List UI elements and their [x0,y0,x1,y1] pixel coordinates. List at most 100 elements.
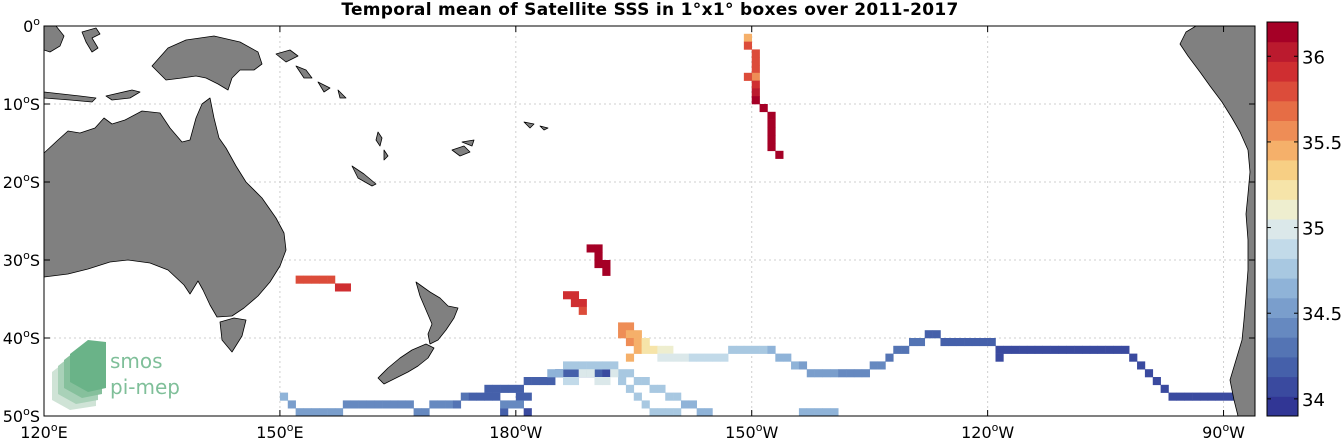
sss-cell [287,400,296,409]
sss-cell [618,377,627,386]
sss-cell [704,353,713,362]
sss-cell [720,353,729,362]
colorbar-swatch [1267,120,1298,141]
sss-cell [736,345,745,354]
colorbar-swatch [1267,356,1298,378]
sss-cell [327,408,336,416]
sss-cell [688,400,697,409]
sss-cell [665,408,674,416]
x-tick-label: 180oW [489,421,542,438]
sss-cell [775,150,784,159]
sss-cell [822,408,831,416]
sss-cell [1176,392,1185,401]
sss-cell [633,345,642,354]
tasmania-landmass [219,317,247,353]
y-tick-label: 10oS [3,93,40,114]
sss-cell [625,330,635,339]
colorbar-swatch [1267,238,1298,259]
sss-cell [979,338,988,347]
sss-cell [476,392,485,401]
sss-cell [625,353,635,362]
sss-cell [500,384,509,393]
sss-cell [680,400,690,409]
y-tick-label: 20oS [3,171,40,192]
y-tick-label: 0o [23,15,40,36]
sss-cell [1082,345,1091,354]
sss-cell [759,104,768,113]
sss-cell [319,408,328,416]
sss-cell [759,345,768,354]
sss-cell [704,408,713,416]
australia-landmass [44,97,287,318]
colorbar-swatch [1267,219,1298,240]
sss-cell [1121,345,1130,354]
colorbar-tick-label: 34 [1302,390,1325,411]
sss-cell [751,88,760,97]
sss-cell [523,392,532,401]
sss-cell [696,408,705,416]
smos-pi-mep-logo: smos pi-mep [52,340,180,410]
colorbar-swatch [1267,278,1298,299]
sss-cell [633,377,642,386]
colorbar-swatch [1267,22,1298,43]
sss-cell [570,299,580,308]
sss-cell [657,384,666,393]
sss-cell [751,345,760,354]
sss-cell [531,377,540,386]
sss-cell [563,369,572,378]
sss-cell [1137,361,1146,370]
sss-cell [303,408,312,416]
sss-cell [555,369,564,378]
sss-cell [657,353,666,362]
solomon-islands [295,65,347,99]
x-tick-label: 150oE [256,421,303,438]
fiji-islands [451,139,475,157]
sss-cell [814,369,823,378]
sss-cell [507,400,517,409]
sss-cell [893,345,902,354]
x-tick-label: 150oW [725,421,778,438]
new-zealand-north-island [415,281,459,345]
sss-cell [625,369,635,378]
sss-cell [1113,345,1122,354]
sss-cell [500,400,509,409]
sss-cell [602,267,611,276]
sss-cell [869,361,878,370]
sss-cell [633,338,642,347]
colorbar-swatch [1267,140,1298,161]
sss-cell [460,392,469,401]
sss-cell [618,330,627,339]
sss-cell [421,408,430,416]
sss-cell [586,369,595,378]
map-frame [43,25,1256,417]
sss-cell [492,392,501,401]
sss-cell [1152,377,1161,386]
sss-cell [649,345,658,354]
sss-cell [618,322,627,331]
sss-cell [492,384,501,393]
sss-cell [767,143,776,152]
logo-layers-icon [52,340,106,410]
sss-cell [484,392,493,401]
sss-cell [665,392,674,401]
sss-cell [633,330,642,339]
sss-cell [751,96,760,105]
colorbar-tick-label: 35.5 [1302,133,1342,154]
colorbar-swatch [1267,179,1298,200]
sss-cell [932,330,941,339]
sss-cell [358,400,367,409]
sss-cell [673,408,682,416]
sss-cell [594,361,603,370]
sss-cell [971,338,981,347]
sss-cell [1003,345,1012,354]
sss-cell [767,111,776,120]
x-axis-ticks: 120oE 150oE 180oW 150oW 120oW 90oW [20,26,1245,438]
sss-cell [570,291,580,300]
sss-cell [751,72,760,81]
sss-cell [350,400,359,409]
sss-cell [547,369,556,378]
sss-cell [956,338,965,347]
sss-cell [594,377,603,386]
sss-cell [767,119,776,128]
colorbar-swatch [1267,61,1298,82]
